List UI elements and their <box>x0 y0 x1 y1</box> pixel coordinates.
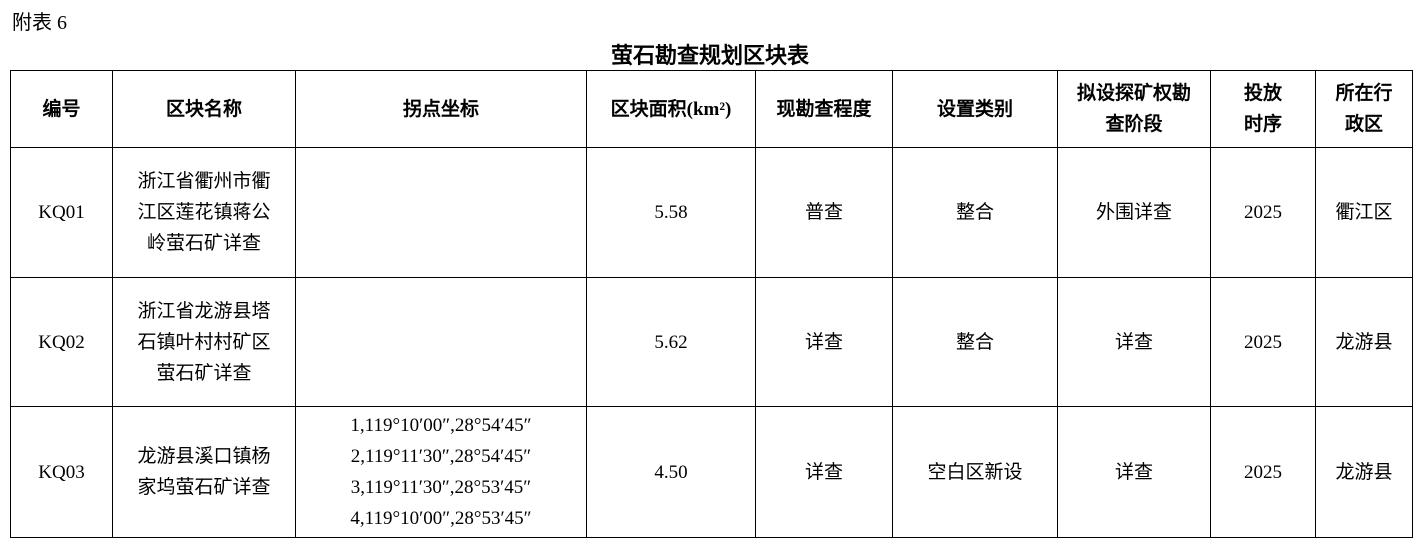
table-cell: 2025 <box>1210 277 1316 407</box>
cell-line: 投放 <box>1243 83 1282 104</box>
appendix-label: 附表 6 <box>12 12 67 34</box>
header-cell: 拟设探矿权勘 查阶段 <box>1057 70 1211 148</box>
cell-line: 2,119°11′30″,28°54′45″ <box>350 446 532 467</box>
table-cell: 衢江区 <box>1315 147 1413 278</box>
cell-line: 3,119°11′30″,28°53′45″ <box>350 477 532 498</box>
cell-line: 萤石矿详查 <box>156 362 252 384</box>
table-row: KQ02 浙江省龙游县塔 石镇叶村村矿区 萤石矿详查 5.62 详查 整合 详查 2025 龙游县 <box>10 277 1413 407</box>
table-cell <box>295 277 587 407</box>
cell-line: 岭萤石矿详查 <box>146 233 261 254</box>
table-row: KQ03 龙游县溪口镇杨 家坞萤石矿详查 1,119°10′00″,28°54′45″… <box>10 406 1413 538</box>
cell-line: 所在行 <box>1335 83 1393 104</box>
table-cell: KQ02 <box>10 277 113 407</box>
table-cell: 浙江省龙游县塔 石镇叶村村矿区 萤石矿详查 <box>112 277 296 407</box>
header-cell: 拐点坐标 <box>295 70 587 148</box>
table-cell: 详查 <box>1057 277 1211 407</box>
header-cell: 所在行 政区 <box>1315 70 1413 148</box>
header-cell: 编号 <box>10 70 113 148</box>
table-cell: 2025 <box>1210 147 1316 278</box>
table-cell: 5.58 <box>586 147 756 278</box>
table-cell: 1,119°10′00″,28°54′45″ 2,119°11′30″,28°54… <box>295 406 587 538</box>
header-cell: 区块面积(km²) <box>586 70 756 148</box>
table-cell: KQ03 <box>10 406 113 538</box>
header-cell: 设置类别 <box>892 70 1058 148</box>
cell-line: 家坞萤石矿详查 <box>137 477 271 498</box>
cell-line: 时序 <box>1243 114 1282 135</box>
table: 编号 区块名称 拐点坐标 区块面积(km²) 现勘查程度 设置类别 拟设探矿权勘 查阶段 投放时… <box>10 70 1413 538</box>
cell-line: 4,119°10′00″,28°53′45″ <box>350 508 532 529</box>
table-cell: 浙江省衢州市衢 江区莲花镇蒋公 岭萤石矿详查 <box>112 147 296 278</box>
cell-line: 1,119°10′00″,28°54′45″ <box>350 415 532 436</box>
table-cell: 龙游县 <box>1315 406 1413 538</box>
cell-line: 查阶段 <box>1105 114 1163 135</box>
table-cell: 龙游县溪口镇杨 家坞萤石矿详查 <box>112 406 296 538</box>
cell-line: 江区莲花镇蒋公 <box>137 202 271 223</box>
table-cell <box>295 147 587 278</box>
header-cell: 现勘查程度 <box>755 70 893 148</box>
table-cell: 空白区新设 <box>892 406 1058 538</box>
table-cell: KQ01 <box>10 147 113 278</box>
cell-line: 石镇叶村村矿区 <box>137 331 271 353</box>
header-cell: 区块名称 <box>112 70 296 148</box>
table-cell: 4.50 <box>586 406 756 538</box>
cell-line: 政区 <box>1344 114 1383 135</box>
table-title: 萤石勘查规划区块表 <box>610 43 809 68</box>
header-cell: 投放 时序 <box>1210 70 1316 148</box>
cell-line: 龙游县溪口镇杨 <box>137 446 271 467</box>
table-cell: 外围详查 <box>1057 147 1211 278</box>
cell-line: 浙江省龙游县塔 <box>137 300 271 322</box>
cell-line: 拟设探矿权勘 <box>1076 83 1191 104</box>
table-row: KQ01 浙江省衢州市衢 江区莲花镇蒋公 岭萤石矿详查 5.58 普查 整合 外围详查 2025… <box>10 147 1413 278</box>
table-cell: 详查 <box>755 277 893 407</box>
table-cell: 2025 <box>1210 406 1316 538</box>
table-cell: 5.62 <box>586 277 756 407</box>
table-cell: 详查 <box>1057 406 1211 538</box>
table-cell: 详查 <box>755 406 893 538</box>
cell-line: 浙江省衢州市衢 <box>137 171 271 192</box>
table-cell: 龙游县 <box>1315 277 1413 407</box>
table-cell: 普查 <box>755 147 893 278</box>
table-cell: 整合 <box>892 147 1058 278</box>
header-row: 编号 区块名称 拐点坐标 区块面积(km²) 现勘查程度 设置类别 拟设探矿权勘 查阶段 投放时… <box>10 70 1413 148</box>
table-cell: 整合 <box>892 277 1058 407</box>
